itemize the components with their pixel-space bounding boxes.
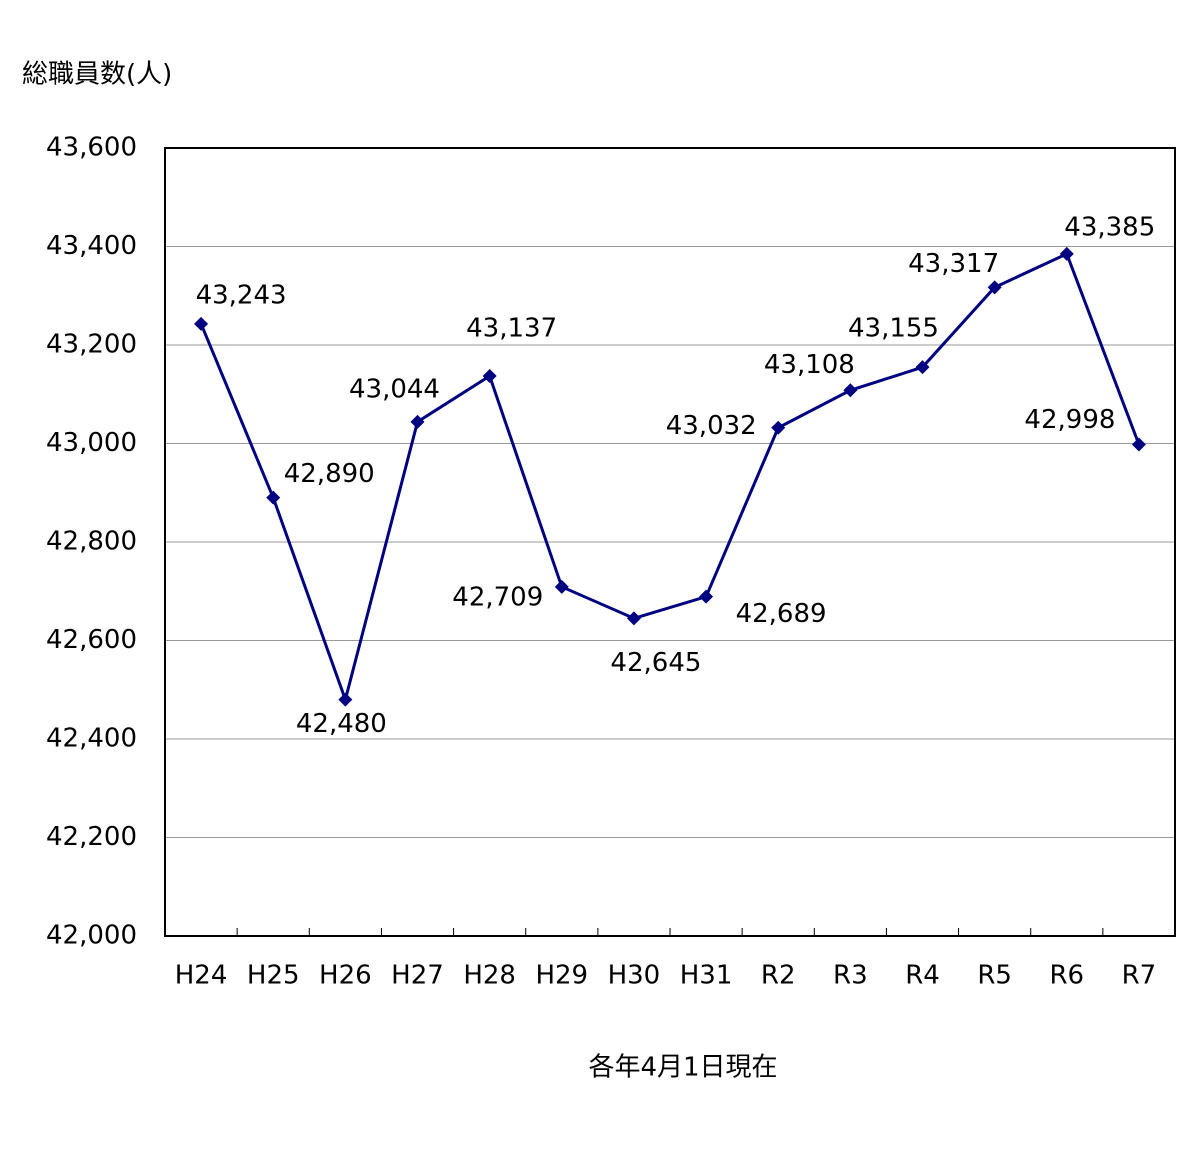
point — [410, 414, 425, 429]
y-tick-label: 42,400 — [46, 724, 137, 754]
data-label: 42,480 — [296, 709, 387, 739]
data-label: 42,709 — [452, 582, 543, 612]
point — [626, 611, 641, 626]
y-tick-label: 43,600 — [46, 133, 137, 163]
data-label: 42,645 — [610, 648, 701, 678]
x-tick-label: H31 — [680, 961, 733, 991]
x-tick-label: R7 — [1122, 961, 1157, 991]
data-label: 43,155 — [848, 314, 939, 344]
y-tick-label: 42,200 — [46, 822, 137, 852]
data-label: 42,890 — [284, 459, 375, 489]
x-tick-label: H29 — [535, 961, 588, 991]
point — [266, 490, 281, 505]
x-tick-label: H28 — [463, 961, 516, 991]
data-label: 43,108 — [764, 350, 855, 380]
x-tick-label: H26 — [319, 961, 372, 991]
point — [554, 579, 569, 594]
point — [194, 316, 209, 331]
x-tick-label: R3 — [833, 961, 868, 991]
x-tick-label: H30 — [608, 961, 661, 991]
y-tick-label: 43,400 — [46, 231, 137, 261]
point — [987, 280, 1002, 295]
point — [1131, 437, 1146, 452]
data-label: 43,137 — [466, 314, 557, 344]
y-tick-label: 42,000 — [46, 921, 137, 951]
data-label: 42,689 — [736, 599, 827, 629]
point — [699, 589, 714, 604]
point — [843, 383, 858, 398]
x-tick-label: H27 — [391, 961, 444, 991]
point — [338, 692, 353, 707]
point — [915, 360, 930, 375]
y-tick-label: 43,000 — [46, 428, 137, 458]
y-tick-label: 42,800 — [46, 527, 137, 557]
data-label: 43,243 — [196, 280, 287, 310]
x-tick-label: H25 — [247, 961, 300, 991]
data-label: 42,998 — [1024, 405, 1115, 435]
point — [482, 369, 497, 384]
x-tick-label: R6 — [1049, 961, 1084, 991]
x-axis-label: 各年4月1日現在 — [588, 1053, 777, 1083]
data-label: 43,044 — [349, 374, 440, 404]
data-label: 43,385 — [1064, 212, 1155, 242]
x-tick-label: H24 — [175, 961, 228, 991]
line — [199, 251, 1141, 705]
y-axis-label: 総職員数(人) — [22, 60, 172, 90]
point — [771, 420, 786, 435]
x-tick-label: R5 — [977, 961, 1012, 991]
x-tick-label: R4 — [905, 961, 940, 991]
y-tick-label: 43,200 — [46, 330, 137, 360]
point — [1059, 246, 1074, 261]
data-label: 43,032 — [666, 411, 757, 441]
x-tick-label: R2 — [761, 961, 796, 991]
y-tick-label: 42,600 — [46, 625, 137, 655]
data-label: 43,317 — [908, 249, 999, 279]
